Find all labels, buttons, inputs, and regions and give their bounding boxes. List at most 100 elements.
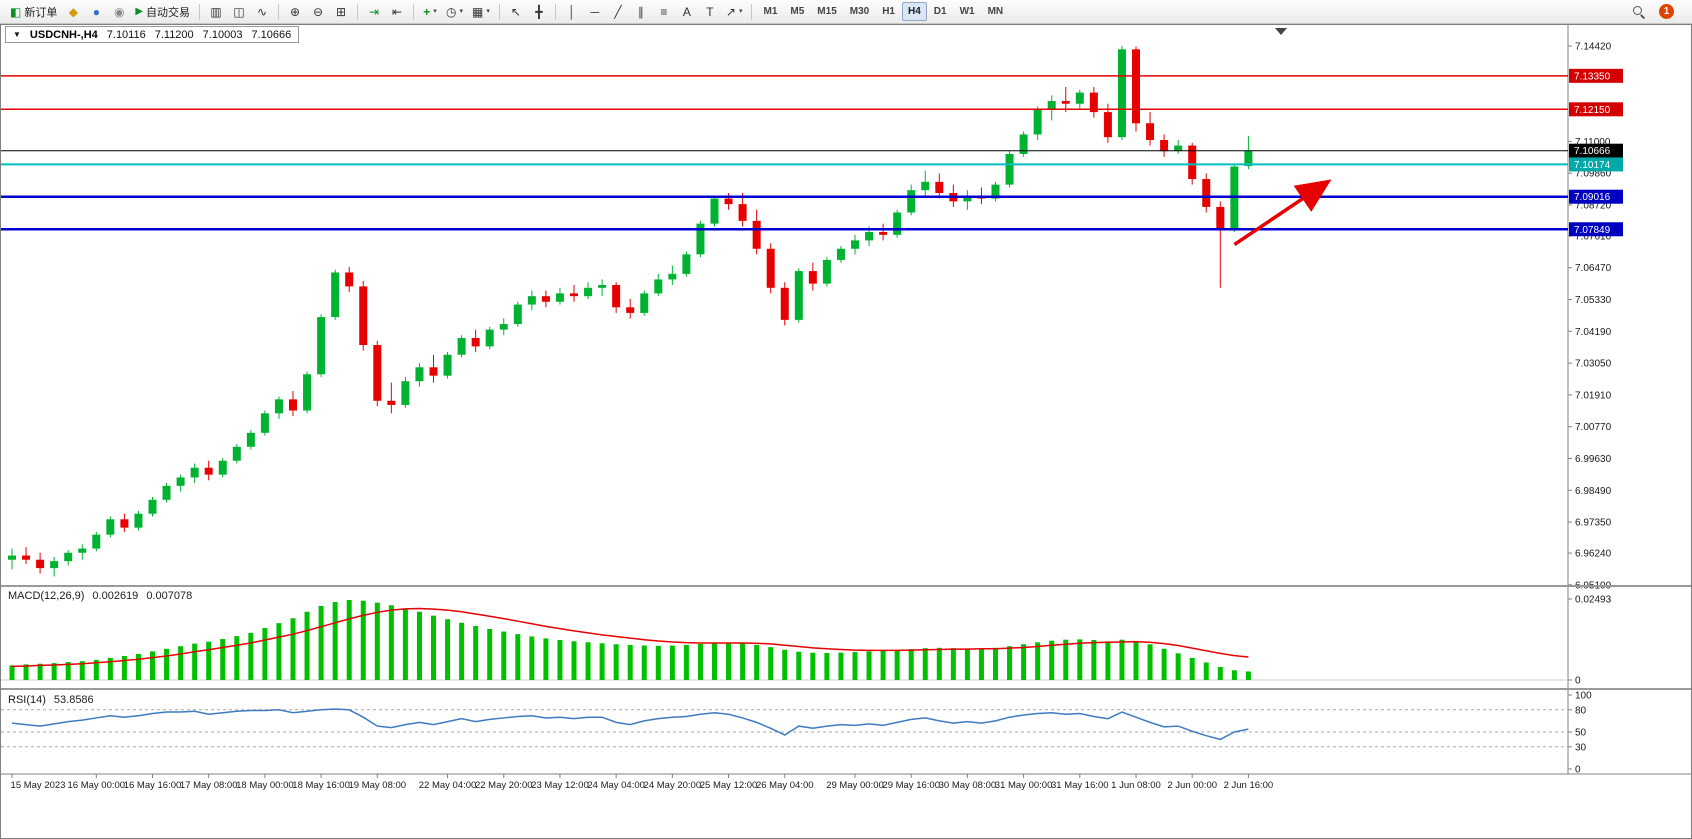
timeframe-m15-button[interactable]: M15 bbox=[817, 6, 837, 17]
svg-text:15 May 2023: 15 May 2023 bbox=[11, 780, 66, 791]
notifications-badge[interactable]: 1 bbox=[1659, 4, 1674, 19]
chart-shift-marker[interactable] bbox=[1275, 28, 1287, 35]
chevron-down-icon: ▾ bbox=[459, 8, 464, 15]
panel-splitter[interactable] bbox=[0, 585, 1692, 690]
svg-text:31 May 16:00: 31 May 16:00 bbox=[1051, 780, 1109, 791]
periods-button[interactable]: ◷ ▾ bbox=[442, 2, 467, 22]
horizontal-line-7.13350[interactable]: 7.13350 bbox=[1, 68, 1623, 83]
toolbar-separator bbox=[751, 3, 753, 20]
arrow-tool-button[interactable]: ↗ ▾ bbox=[722, 2, 747, 22]
line-chart-button[interactable]: ∿ bbox=[251, 2, 273, 22]
svg-text:30 May 08:00: 30 May 08:00 bbox=[939, 780, 997, 791]
horizontal-line-7.10174[interactable]: 7.10174 bbox=[1, 157, 1623, 172]
channel-button[interactable]: ∥ bbox=[630, 2, 652, 22]
timeframe-mn-button[interactable]: MN bbox=[987, 6, 1004, 17]
zoom-out-button[interactable]: ⊖ bbox=[307, 2, 329, 22]
svg-text:7.14420: 7.14420 bbox=[1575, 42, 1612, 53]
timeframe-m30-button[interactable]: M30 bbox=[849, 6, 870, 17]
new-order-icon: ◧ bbox=[10, 4, 22, 19]
svg-text:7.09016: 7.09016 bbox=[1574, 192, 1611, 203]
timeframe-h1-button[interactable]: H1 bbox=[882, 6, 895, 17]
metaeditor-button[interactable]: ◆ bbox=[62, 2, 84, 22]
chart-window[interactable]: 7.14420 7.11000 7.09860 7.08720 7.07610 7.064… bbox=[0, 24, 1692, 839]
candlestick-chart-button[interactable]: ◫ bbox=[228, 2, 250, 22]
svg-text:18 May 00:00: 18 May 00:00 bbox=[236, 780, 294, 791]
search-button[interactable] bbox=[1627, 2, 1649, 22]
trendline-button[interactable]: ╱ bbox=[607, 2, 629, 22]
new-order-button[interactable]: ◧ 新订单 bbox=[6, 2, 61, 22]
svg-text:7.07610: 7.07610 bbox=[1575, 231, 1612, 242]
svg-text:7.01910: 7.01910 bbox=[1575, 390, 1612, 401]
indicators-button[interactable]: + ▾ bbox=[419, 2, 441, 22]
rsi-axis[interactable]: 100 80 50 30 0 bbox=[1568, 691, 1592, 776]
svg-text:7.06470: 7.06470 bbox=[1575, 263, 1612, 274]
auto-scroll-button[interactable]: ⇥ bbox=[363, 2, 385, 22]
svg-text:7.13350: 7.13350 bbox=[1574, 71, 1611, 82]
crosshair-icon: ╋ bbox=[535, 4, 543, 19]
chart-shift-button[interactable]: ⇤ bbox=[386, 2, 408, 22]
svg-text:22 May 04:00: 22 May 04:00 bbox=[419, 780, 477, 791]
svg-text:7.04190: 7.04190 bbox=[1575, 327, 1612, 338]
svg-text:6.98490: 6.98490 bbox=[1575, 486, 1612, 497]
toolbar-separator bbox=[413, 3, 415, 20]
rsi-indicator-label: RSI(14) 53.8586 bbox=[8, 694, 94, 706]
svg-text:24 May 04:00: 24 May 04:00 bbox=[587, 780, 645, 791]
vertical-line-icon: │ bbox=[568, 4, 576, 19]
horizontal-line-7.12150[interactable]: 7.12150 bbox=[1, 102, 1623, 117]
rsi-line bbox=[11, 708, 1249, 741]
templates-button[interactable]: ▦ ▾ bbox=[468, 2, 494, 22]
horizontal-line-7.10666[interactable]: 7.10666 bbox=[1, 143, 1623, 158]
svg-text:29 May 00:00: 29 May 00:00 bbox=[826, 780, 884, 791]
svg-text:80: 80 bbox=[1575, 705, 1587, 716]
text-label-button[interactable]: T bbox=[699, 2, 721, 22]
ohlc-low: 7.10003 bbox=[202, 28, 243, 41]
trend-arrow-annotation[interactable] bbox=[1233, 179, 1332, 247]
chart-canvas[interactable]: 7.14420 7.11000 7.09860 7.08720 7.07610 7.064… bbox=[0, 24, 1692, 839]
metaeditor-icon: ◆ bbox=[68, 4, 78, 19]
timeframe-w1-button[interactable]: W1 bbox=[959, 6, 975, 17]
tile-windows-icon: ⊞ bbox=[336, 4, 347, 19]
macd-name: MACD(12,26,9) bbox=[8, 590, 85, 602]
toolbar-separator bbox=[498, 3, 500, 20]
toolbar-separator bbox=[357, 3, 359, 20]
arrow-tool-icon: ↗ bbox=[725, 4, 736, 19]
templates-icon: ▦ bbox=[472, 4, 484, 19]
text-button[interactable]: A bbox=[676, 2, 698, 22]
zoom-in-button[interactable]: ⊕ bbox=[284, 2, 306, 22]
macd-indicator-label: MACD(12,26,9) 0.002619 0.007078 bbox=[8, 590, 192, 602]
fibonacci-button[interactable]: ≡ bbox=[653, 2, 675, 22]
macd-axis[interactable]: 0.02493 0 bbox=[1568, 594, 1612, 687]
cursor-button[interactable]: ↖ bbox=[505, 2, 527, 22]
timeframe-h4-button[interactable]: H4 bbox=[902, 2, 927, 21]
svg-text:50: 50 bbox=[1575, 728, 1587, 739]
community-button[interactable]: ● bbox=[85, 2, 107, 22]
crosshair-button[interactable]: ╋ bbox=[528, 2, 550, 22]
svg-text:26 May 04:00: 26 May 04:00 bbox=[756, 780, 814, 791]
zoom-in-icon: ⊕ bbox=[290, 4, 301, 19]
timeframe-m1-button[interactable]: M1 bbox=[763, 6, 778, 17]
vertical-line-button[interactable]: │ bbox=[561, 2, 583, 22]
timeframe-d1-button[interactable]: D1 bbox=[933, 6, 947, 17]
community-icon: ● bbox=[92, 4, 100, 19]
svg-text:16 May 00:00: 16 May 00:00 bbox=[68, 780, 126, 791]
support-button[interactable]: ◉ bbox=[108, 2, 130, 22]
svg-text:7.10174: 7.10174 bbox=[1574, 160, 1611, 171]
channel-icon: ∥ bbox=[637, 4, 644, 19]
horizontal-line-icon: ─ bbox=[590, 4, 600, 19]
chart-symbol-title: USDCNH-,H4 bbox=[29, 28, 98, 41]
svg-text:7.05330: 7.05330 bbox=[1575, 295, 1612, 306]
one-click-trading-toggle[interactable]: ▼ bbox=[13, 30, 21, 39]
auto-trading-button[interactable]: ▶ 自动交易 bbox=[131, 2, 194, 22]
tile-windows-button[interactable]: ⊞ bbox=[330, 2, 352, 22]
horizontal-line-7.07849[interactable]: 7.07849 bbox=[1, 222, 1623, 237]
macd-signal-line bbox=[11, 607, 1249, 668]
horizontal-line-button[interactable]: ─ bbox=[584, 2, 606, 22]
bar-chart-button[interactable]: ▥ bbox=[205, 2, 227, 22]
timeframe-m5-button[interactable]: M5 bbox=[790, 6, 805, 17]
svg-text:0.02493: 0.02493 bbox=[1575, 594, 1612, 605]
toolbar-separator bbox=[554, 3, 556, 20]
chart-shift-icon: ⇤ bbox=[392, 4, 403, 19]
search-icon bbox=[1632, 5, 1645, 18]
